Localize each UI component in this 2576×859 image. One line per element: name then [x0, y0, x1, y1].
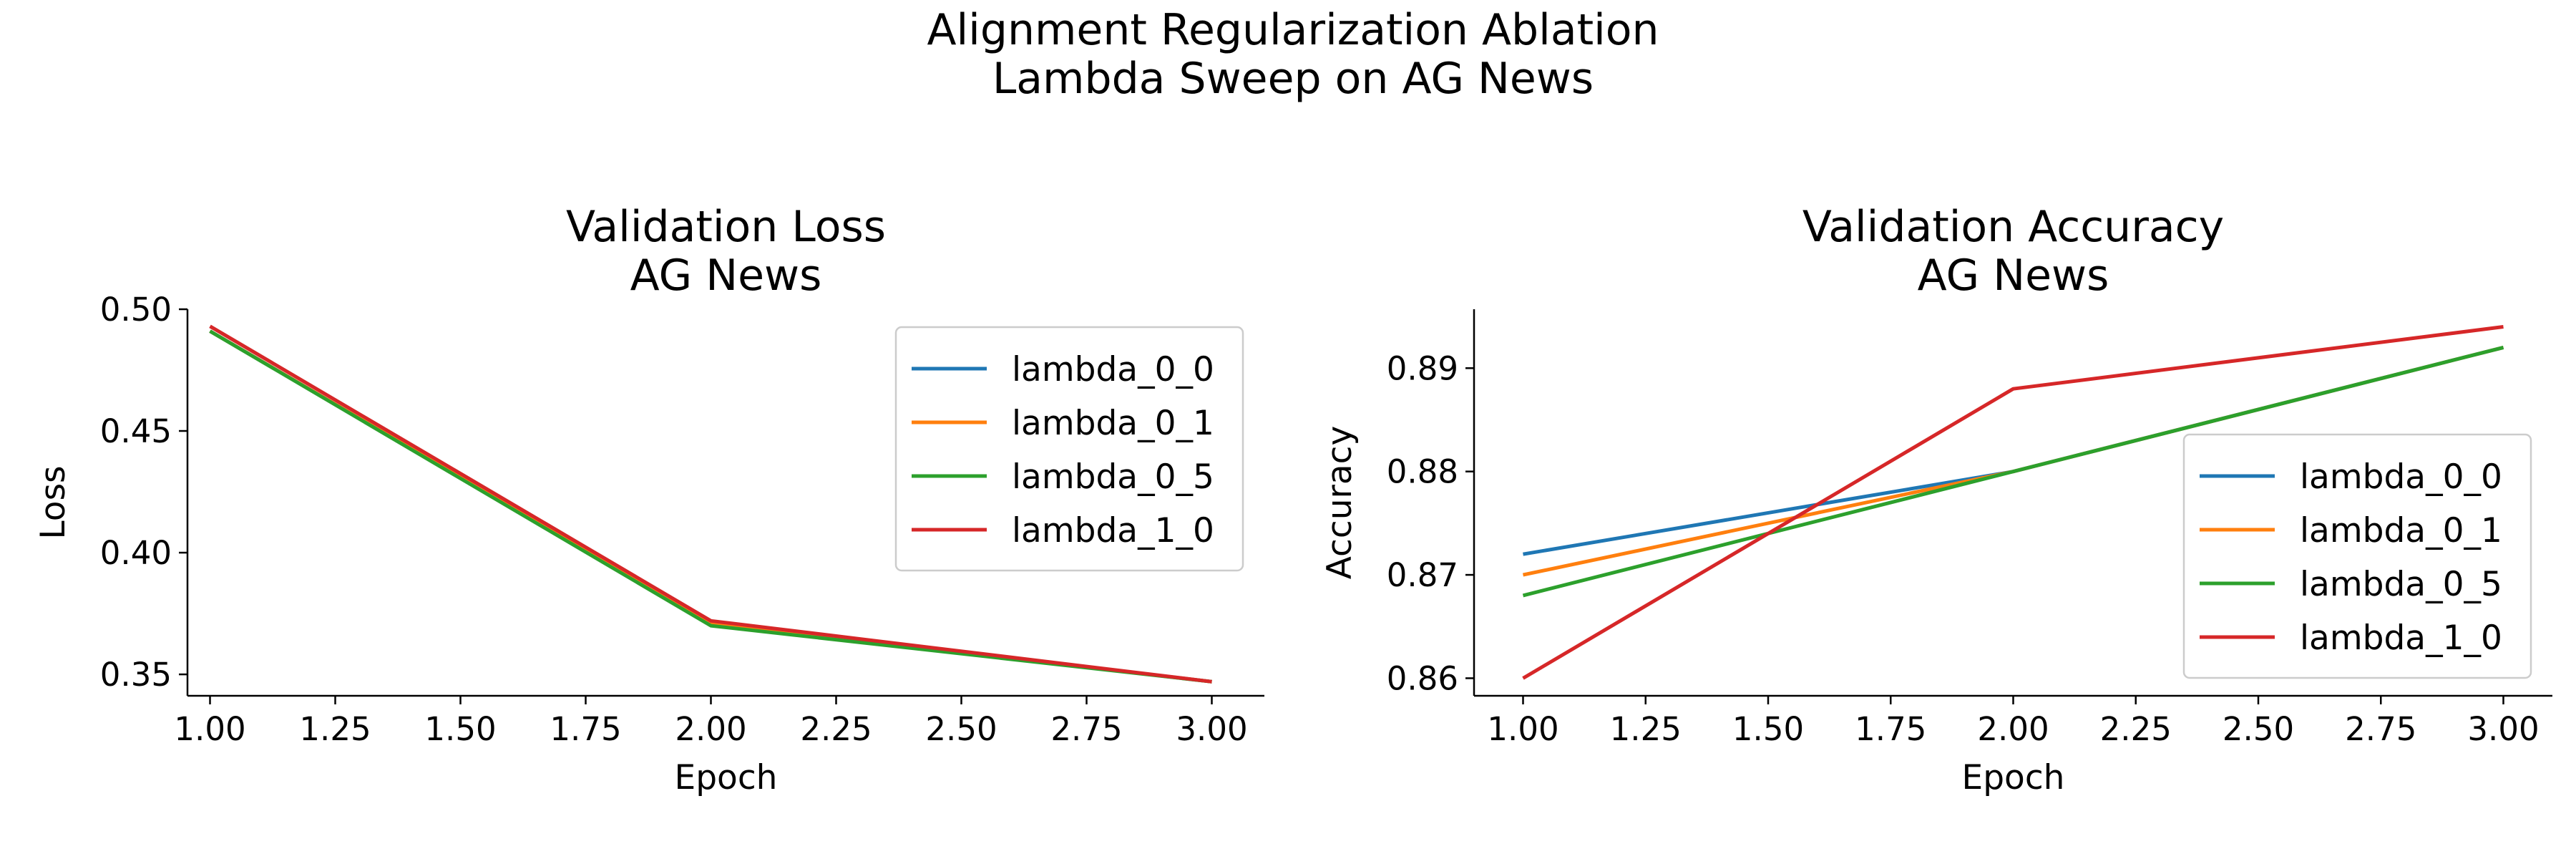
chart-title-line2: AG News [1918, 251, 2109, 301]
chart-title-line1: Validation Loss [566, 202, 886, 252]
x-tick-label: 2.00 [675, 710, 746, 748]
y-tick-label: 0.88 [1387, 453, 1458, 491]
series-line-lambda-1-0 [209, 324, 1212, 684]
y-axis-label: Loss [34, 465, 73, 539]
x-tick-label: 1.50 [424, 710, 496, 748]
x-tick-label: 1.75 [550, 710, 621, 748]
legend-frame [2182, 433, 2532, 679]
x-tick-label: 2.00 [1977, 710, 2049, 748]
chart-title-line2: AG News [630, 251, 822, 301]
legend-frame [894, 326, 1244, 572]
legend-label: lambda_0_0 [2300, 457, 2502, 497]
x-tick-label: 2.50 [2223, 710, 2294, 748]
y-tick-label: 0.87 [1387, 556, 1458, 594]
series-line-lambda-1-0 [1522, 325, 2504, 680]
legend: lambda_0_0 lambda_0_1 lambda_0_5 lambda_1_0 [894, 326, 1244, 572]
x-tick-label: 3.00 [1176, 710, 1247, 748]
legend-label: lambda_0_5 [1012, 457, 1214, 497]
figure-suptitle-line2: Lambda Sweep on AG News [992, 54, 1594, 104]
x-tick-label: 2.25 [800, 710, 872, 748]
x-tick-label: 3.00 [2467, 710, 2539, 748]
legend: lambda_0_0 lambda_0_1 lambda_0_5 lambda_1_0 [2182, 433, 2532, 679]
x-tick-label: 1.00 [174, 710, 245, 748]
y-tick-label: 0.35 [100, 656, 172, 694]
x-tick-label: 2.25 [2100, 710, 2172, 748]
legend-label: lambda_0_0 [1012, 350, 1214, 389]
x-axis-label: Epoch [675, 758, 778, 797]
figure-suptitle-line1: Alignment Regularization Ablation [927, 5, 1659, 55]
series-line-lambda-0-5 [1522, 345, 2504, 598]
legend-label: lambda_1_0 [2300, 618, 2502, 658]
x-tick-label: 1.25 [299, 710, 371, 748]
y-axis-label: Accuracy [1320, 426, 1360, 580]
y-tick-label: 0.50 [100, 291, 172, 329]
x-tick-label: 2.50 [925, 710, 997, 748]
x-tick-label: 1.25 [1610, 710, 1682, 748]
chart-title-line1: Validation Accuracy [1802, 202, 2224, 252]
x-tick-label: 2.75 [1050, 710, 1122, 748]
legend-label: lambda_0_1 [1012, 404, 1214, 443]
x-tick-label: 2.75 [2345, 710, 2416, 748]
y-tick-label: 0.86 [1387, 659, 1458, 697]
legend-label: lambda_0_5 [2300, 565, 2502, 604]
y-tick-label: 0.89 [1387, 349, 1458, 387]
legend-label: lambda_1_0 [1012, 511, 1214, 550]
x-tick-label: 1.00 [1487, 710, 1558, 748]
x-axis-label: Epoch [1962, 758, 2065, 797]
y-tick-label: 0.40 [100, 534, 172, 572]
x-tick-label: 1.50 [1732, 710, 1804, 748]
legend-label: lambda_0_1 [2300, 511, 2502, 550]
y-tick-label: 0.45 [100, 412, 172, 450]
x-tick-label: 1.75 [1855, 710, 1926, 748]
